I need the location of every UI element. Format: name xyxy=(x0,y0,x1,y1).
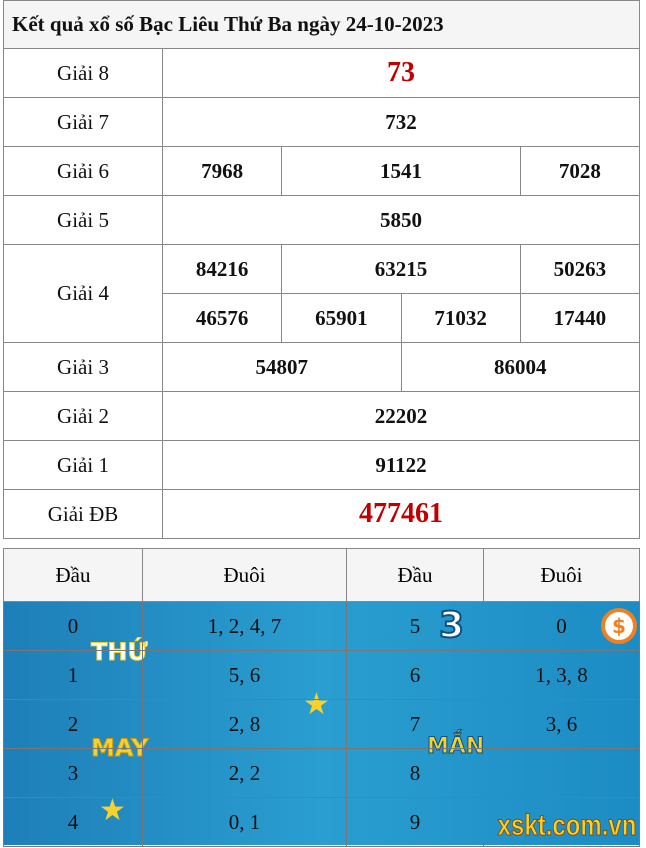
prize-label: Giải 7 xyxy=(3,97,163,147)
results-table: Kết quả xổ số Bạc Liêu Thứ Ba ngày 24-10… xyxy=(3,0,641,539)
prize-label: Giải 4 xyxy=(3,244,163,343)
loto-tails xyxy=(483,797,640,847)
loto-tails: 1, 2, 4, 7 xyxy=(142,601,347,651)
loto-head: 9 xyxy=(346,797,484,847)
loto-tails: 2, 8 xyxy=(142,699,347,749)
prize-value: 54807 xyxy=(162,342,402,392)
prize-value: 1541 xyxy=(281,146,521,196)
prize-row-1: Giải 1 91122 xyxy=(3,440,640,490)
prize-row-6: Giải 6 7968 1541 7028 xyxy=(3,146,641,196)
prize-value: 50263 xyxy=(519,244,641,294)
loto-head: 2 xyxy=(3,699,143,749)
header-duoi: Đuôi xyxy=(142,548,347,602)
loto-tails: 2, 2 xyxy=(142,748,347,798)
prize-value: 84216 xyxy=(161,244,283,294)
prize-row-2: Giải 2 22202 xyxy=(3,391,640,441)
prize-label: Giải 8 xyxy=(3,48,163,98)
prize-value: 17440 xyxy=(519,293,641,343)
prize-value: 71032 xyxy=(400,293,521,343)
prize-row-8: Giải 8 73 xyxy=(3,48,640,98)
loto-row: 1 5, 6 6 1, 3, 8 xyxy=(3,650,640,700)
results-title: Kết quả xổ số Bạc Liêu Thứ Ba ngày 24-10… xyxy=(3,0,640,49)
loto-row: 2 2, 8 7 3, 6 xyxy=(3,699,640,749)
prize-label: Giải 3 xyxy=(3,342,163,392)
loto-tails: 1, 3, 8 xyxy=(483,650,640,700)
loto-head: 1 xyxy=(3,650,143,700)
prize-label: Giải 2 xyxy=(3,391,163,441)
prize-value: 5850 xyxy=(162,195,640,245)
prize-value: 46576 xyxy=(161,293,283,343)
prize-row-special: Giải ĐB 477461 xyxy=(3,489,640,539)
loto-tails xyxy=(483,748,640,798)
prize-value: 22202 xyxy=(162,391,640,441)
loto-tails: 0, 1 xyxy=(142,797,347,847)
prize-value: 91122 xyxy=(162,440,640,490)
loto-head: 3 xyxy=(3,748,143,798)
loto-header: Đầu Đuôi Đầu Đuôi xyxy=(3,548,640,602)
loto-tails: 0 xyxy=(483,601,640,651)
loto-head: 7 xyxy=(346,699,484,749)
prize-label: Giải ĐB xyxy=(3,489,163,539)
prize-row-5: Giải 5 5850 xyxy=(3,195,640,245)
loto-head: 6 xyxy=(346,650,484,700)
loto-table: Đầu Đuôi Đầu Đuôi 0 1, 2, 4, 7 5 0 1 5, 6 6 1, … xyxy=(3,548,640,847)
loto-head: 4 xyxy=(3,797,143,847)
prize-row-7: Giải 7 732 xyxy=(3,97,640,147)
prize-label: Giải 5 xyxy=(3,195,163,245)
header-dau: Đầu xyxy=(346,548,484,602)
prize-value: 63215 xyxy=(281,244,521,294)
loto-tails: 5, 6 xyxy=(142,650,347,700)
loto-head: 8 xyxy=(346,748,484,798)
prize-label: Giải 6 xyxy=(3,146,163,196)
loto-head: 0 xyxy=(3,601,143,651)
prize-value: 86004 xyxy=(400,342,640,392)
prize-row-4: Giải 4 84216 63215 50263 xyxy=(3,244,641,343)
prize-value: 7028 xyxy=(519,146,641,196)
prize-row-3: Giải 3 54807 86004 xyxy=(3,342,640,392)
special-prize-value: 477461 xyxy=(162,489,640,539)
prize-value: 73 xyxy=(162,48,640,98)
loto-head: 5 xyxy=(346,601,484,651)
prize-label: Giải 1 xyxy=(3,440,163,490)
loto-tails: 3, 6 xyxy=(483,699,640,749)
header-dau: Đầu xyxy=(3,548,143,602)
prize-value: 732 xyxy=(162,97,640,147)
prize-value: 65901 xyxy=(281,293,402,343)
prize-value: 7968 xyxy=(161,146,283,196)
header-duoi: Đuôi xyxy=(483,548,640,602)
